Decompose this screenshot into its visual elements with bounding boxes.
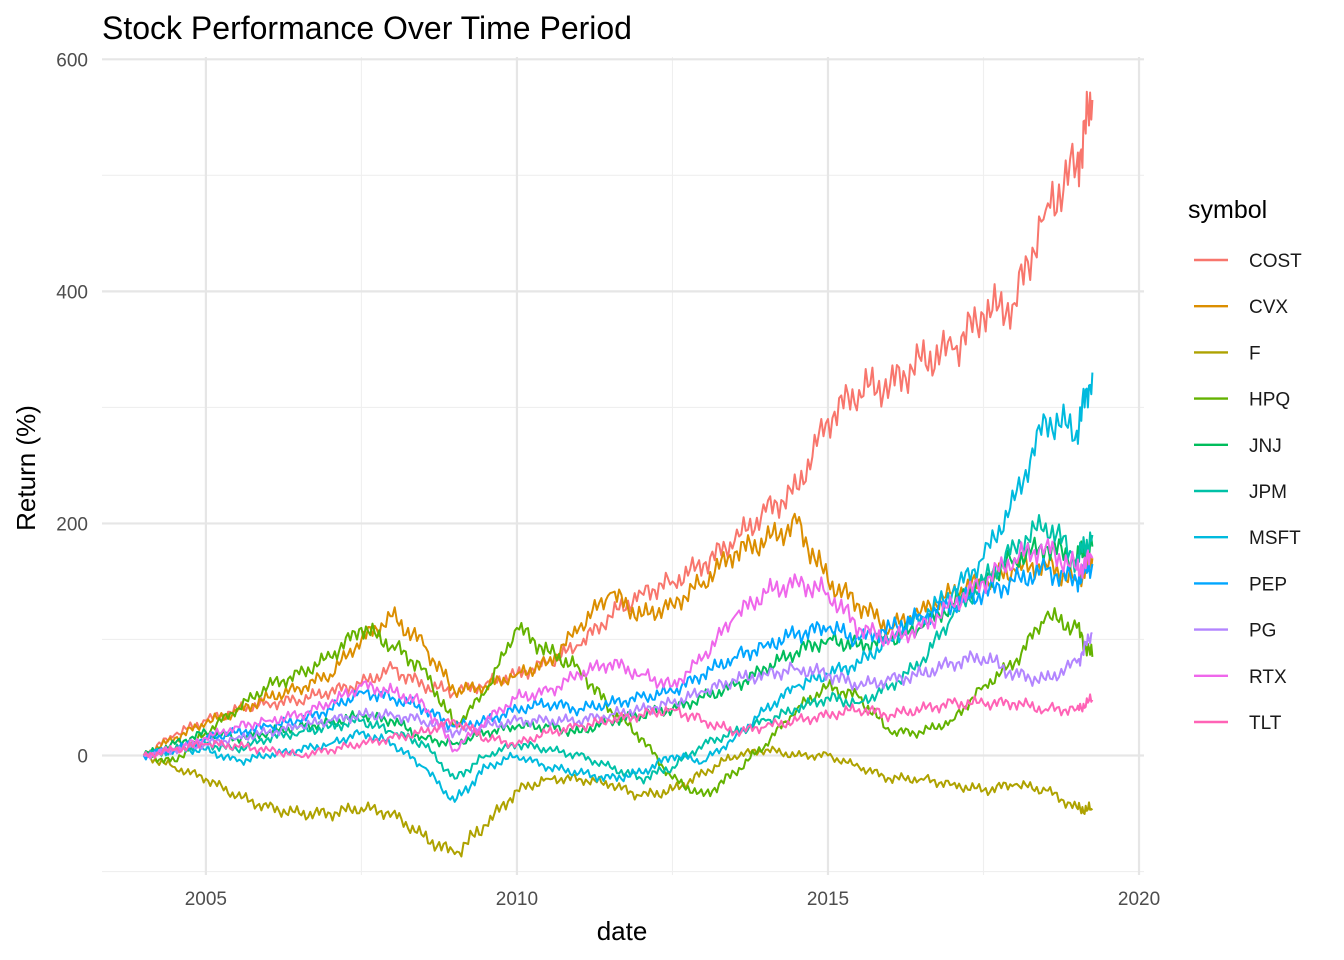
x-tick-labels: 2005 2010 2015 2020 — [185, 889, 1160, 910]
series-line-msft — [142, 372, 1094, 803]
legend-label-jnj: JNJ — [1249, 436, 1282, 457]
series-line-cost — [142, 90, 1094, 758]
y-tick-label: 600 — [56, 50, 88, 71]
x-axis-title: date — [597, 916, 648, 946]
series-line-hpq — [143, 607, 1094, 798]
legend-label-cvx: CVX — [1249, 297, 1288, 318]
y-tick-labels: 0 200 400 600 — [56, 50, 88, 767]
y-tick-label: 400 — [56, 282, 88, 303]
grid-minor — [102, 57, 1144, 875]
y-tick-label: 0 — [77, 746, 88, 767]
legend-label-jpm: JPM — [1249, 482, 1287, 503]
series-line-rtx — [142, 538, 1094, 759]
series-line-jnj — [142, 536, 1094, 756]
legend-label-pg: PG — [1249, 621, 1276, 642]
series-lines — [142, 90, 1094, 858]
series-line-tlt — [142, 693, 1094, 759]
legend-label-rtx: RTX — [1249, 667, 1287, 688]
series-line-f — [143, 745, 1094, 858]
legend: COST CVX F HPQ JNJ JPM MSFT PEP PG RTX TLT — [1194, 251, 1302, 734]
legend-title: symbol — [1188, 196, 1267, 224]
y-axis-title: Return (%) — [11, 405, 41, 531]
legend-label-hpq: HPQ — [1249, 390, 1290, 411]
x-tick-label: 2020 — [1118, 889, 1160, 910]
legend-label-tlt: TLT — [1249, 713, 1282, 734]
legend-label-f: F — [1249, 343, 1261, 364]
chart-title: Stock Performance Over Time Period — [102, 10, 632, 46]
legend-label-pep: PEP — [1249, 574, 1287, 595]
legend-label-msft: MSFT — [1249, 528, 1301, 549]
x-tick-label: 2015 — [807, 889, 849, 910]
series-line-cvx — [143, 512, 1094, 757]
series-line-jpm — [143, 514, 1094, 785]
x-tick-label: 2005 — [185, 889, 227, 910]
y-tick-label: 200 — [56, 514, 88, 535]
x-tick-label: 2010 — [496, 889, 538, 910]
legend-label-cost: COST — [1249, 251, 1302, 272]
